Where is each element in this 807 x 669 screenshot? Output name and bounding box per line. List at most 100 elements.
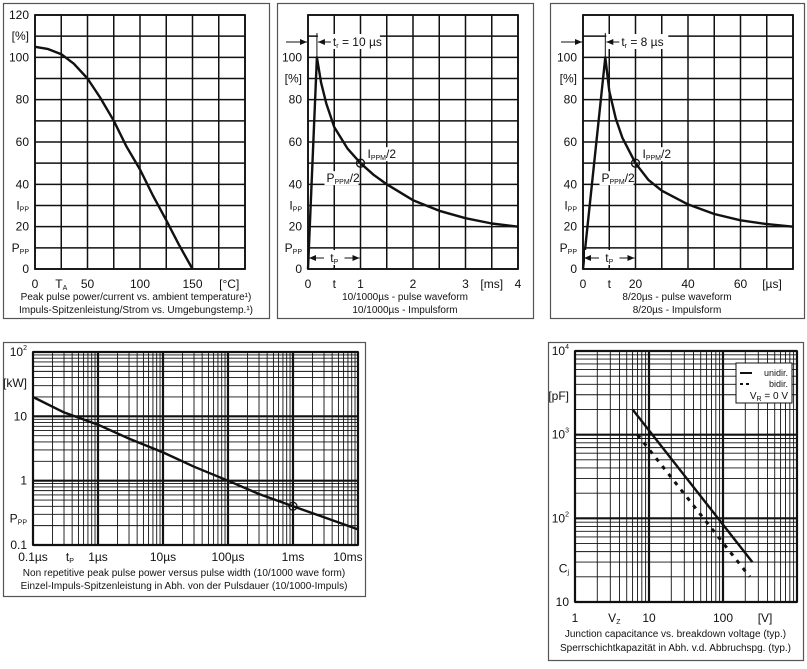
- x-tick-label: 1: [572, 611, 579, 625]
- y-tick-label: PPP: [10, 511, 28, 526]
- y-tick-label-text: 60: [289, 135, 303, 149]
- x-tick-label-subscript: P: [69, 558, 74, 565]
- x-tick-label: 100: [713, 611, 733, 625]
- x-tick-label-text: 10ms: [333, 550, 362, 564]
- y-tick-label: 20: [16, 220, 30, 234]
- rise-time-label-rest: = 8 µs: [627, 35, 664, 49]
- x-tick-label: 100: [130, 277, 150, 291]
- y-tick-label-superscript: 2: [23, 345, 27, 352]
- x-tick-label-text: 1: [572, 611, 579, 625]
- pulse-width-label: tP: [330, 251, 338, 266]
- chart-caption: Non repetitive peak pulse power versus p…: [23, 568, 345, 579]
- data-marker: [355, 158, 366, 168]
- y-tick-label-text: 80: [289, 93, 303, 107]
- y-tick-label: 60: [564, 135, 578, 149]
- legend-note-text: V: [750, 391, 757, 402]
- chart-caption: 10/1000µs - Impulsform: [352, 305, 457, 316]
- rise-time-label: tr = 10 µs: [333, 35, 382, 50]
- x-tick-label: 40: [681, 277, 695, 291]
- x-tick-label-text: t: [333, 277, 337, 291]
- x-tick-label: 1µs: [88, 550, 108, 564]
- grid: [307, 14, 519, 270]
- x-tick-label-text: 150: [182, 277, 202, 291]
- peak-power-half-label-rest: /2: [625, 171, 635, 185]
- legend-label: unidir.: [764, 368, 788, 378]
- y-tick-label: PPP: [560, 241, 578, 256]
- y-tick-label-text: 80: [564, 93, 578, 107]
- grid: [582, 14, 794, 270]
- y-tick-label-text: 0: [22, 262, 29, 276]
- pulse-width-label-text: t: [330, 251, 334, 265]
- y-tick-label-text: P: [560, 241, 568, 255]
- x-tick-label-text: [µs]: [762, 277, 782, 291]
- x-tick-label: [ms]: [480, 277, 503, 291]
- x-tick-label: 0: [32, 277, 39, 291]
- legend: unidir.bidir. VR = 0 V: [735, 362, 793, 404]
- y-tick-label: PPP: [285, 241, 303, 256]
- y-tick-label-text: [%]: [285, 72, 302, 86]
- x-tick-label: 50: [81, 277, 95, 291]
- plot-area: [32, 351, 359, 546]
- x-tick-label: 20: [629, 277, 643, 291]
- y-tick-label-text: 60: [16, 135, 30, 149]
- arrowhead: [627, 255, 635, 261]
- y-tick-label: 104: [552, 344, 569, 358]
- y-tick-label: 100: [557, 50, 577, 64]
- x-tick-label-subscript: A: [63, 285, 68, 292]
- chart-frame: [2, 2, 271, 320]
- x-tick-label-text: 20: [629, 277, 643, 291]
- pulse-width-annotation: tP: [584, 250, 635, 266]
- y-tick-label: [%]: [560, 72, 577, 86]
- x-tick-label: VZ: [608, 611, 621, 626]
- label-background: [310, 250, 360, 265]
- y-tick-label-superscript: 2: [565, 511, 569, 518]
- y-tick-label: 60: [289, 135, 303, 149]
- y-tick-label-text: 1: [20, 474, 27, 488]
- y-tick-label-text: 0: [295, 262, 302, 276]
- peak-current-half-label-text: I: [368, 147, 371, 161]
- x-tick-label: 0: [305, 277, 312, 291]
- y-tick-label: 40: [289, 177, 303, 191]
- chart-frame: [547, 341, 805, 662]
- x-tick-label: t: [608, 277, 612, 291]
- y-tick-label: 100: [9, 50, 29, 64]
- peak-current-half-label-subscript: PPM: [371, 155, 386, 162]
- x-tick-label: 4: [515, 277, 522, 291]
- peak-power-half-label-subscript: PPM: [610, 179, 625, 186]
- pulse-width-label-subscript: P: [334, 259, 339, 266]
- y-tick-label: PPP: [12, 241, 30, 256]
- peak-power-half-label-subscript: PPM: [335, 179, 350, 186]
- y-tick-label: 0: [295, 262, 302, 276]
- y-tick-label-text: [kW]: [3, 376, 27, 390]
- chart-caption: Einzel-Impuls-Spitzenleistung in Abh. vo…: [21, 581, 348, 592]
- y-tick-label-text: C: [559, 562, 568, 576]
- peak-power-half-label-text: P: [327, 171, 335, 185]
- y-tick-label-text: 0.1: [10, 538, 27, 552]
- series-line-0: [581, 56, 794, 270]
- peak-current-half-label-rest: /2: [661, 147, 671, 161]
- y-tick-label: 100: [282, 50, 302, 64]
- x-tick-label-text: 0: [580, 277, 587, 291]
- arrowhead: [300, 39, 307, 45]
- pulse-width-label-subscript: P: [609, 259, 614, 266]
- peak-power-half-label: PPPM/2: [602, 171, 636, 186]
- y-tick-label-text: [pF]: [548, 389, 569, 403]
- x-tick-label-text: 10: [642, 611, 656, 625]
- x-tick-label: [°C]: [219, 277, 239, 291]
- x-tick-label-text: [V]: [758, 611, 773, 625]
- chart-caption: Impuls-Spitzenleistung/Strom vs. Umgebun…: [19, 305, 253, 316]
- legend-note-subscript: R: [757, 396, 762, 403]
- x-tick-label: 60: [734, 277, 748, 291]
- peak-power-half-label: PPPM/2: [327, 171, 361, 186]
- legend-note: VR = 0 V: [750, 391, 788, 403]
- series-line-unidir.: [631, 408, 754, 563]
- y-tick-label-text: 60: [564, 135, 578, 149]
- x-tick-label-text: 40: [681, 277, 695, 291]
- y-tick-label-text: 80: [16, 93, 30, 107]
- y-tick-label: Cj: [559, 562, 570, 577]
- chart-5: 1 VZ 10 100 [V]10Cj102103[pF]104unidir.bidir…: [547, 341, 805, 662]
- x-tick-label: 0: [580, 277, 587, 291]
- chart-frame: [549, 2, 806, 320]
- y-tick-label-text: 20: [289, 220, 303, 234]
